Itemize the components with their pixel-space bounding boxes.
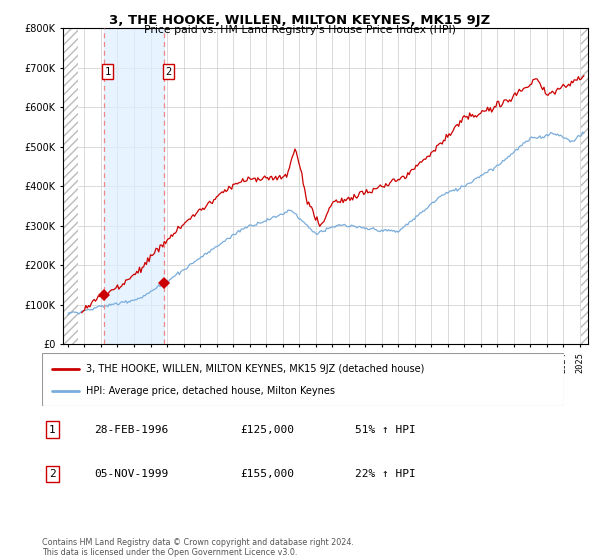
Text: HPI: Average price, detached house, Milton Keynes: HPI: Average price, detached house, Milt… <box>86 386 335 396</box>
Text: £155,000: £155,000 <box>241 469 295 479</box>
Text: Contains HM Land Registry data © Crown copyright and database right 2024.
This d: Contains HM Land Registry data © Crown c… <box>42 538 354 557</box>
Text: £125,000: £125,000 <box>241 424 295 435</box>
Text: 1: 1 <box>104 67 111 77</box>
Text: 3, THE HOOKE, WILLEN, MILTON KEYNES, MK15 9JZ (detached house): 3, THE HOOKE, WILLEN, MILTON KEYNES, MK1… <box>86 364 425 374</box>
Text: 2: 2 <box>166 67 172 77</box>
Text: 51% ↑ HPI: 51% ↑ HPI <box>355 424 416 435</box>
Bar <box>581 28 588 344</box>
Text: 05-NOV-1999: 05-NOV-1999 <box>94 469 169 479</box>
Bar <box>63 28 77 344</box>
Text: 3, THE HOOKE, WILLEN, MILTON KEYNES, MK15 9JZ: 3, THE HOOKE, WILLEN, MILTON KEYNES, MK1… <box>109 14 491 27</box>
Text: 28-FEB-1996: 28-FEB-1996 <box>94 424 169 435</box>
Text: 22% ↑ HPI: 22% ↑ HPI <box>355 469 416 479</box>
Text: 2: 2 <box>49 469 56 479</box>
Text: 1: 1 <box>49 424 56 435</box>
Bar <box>104 28 164 344</box>
Text: Price paid vs. HM Land Registry's House Price Index (HPI): Price paid vs. HM Land Registry's House … <box>144 25 456 35</box>
